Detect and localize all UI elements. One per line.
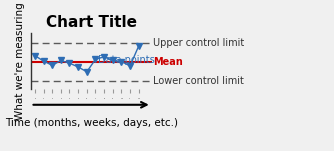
Text: Lower control limit: Lower control limit (153, 76, 244, 86)
X-axis label: Time (months, weeks, days, etc.): Time (months, weeks, days, etc.) (5, 118, 178, 129)
Y-axis label: What we're measuring: What we're measuring (15, 2, 25, 120)
Text: Mean: Mean (153, 57, 183, 67)
Text: Data points: Data points (98, 55, 155, 65)
Title: Chart Title: Chart Title (46, 15, 137, 30)
Text: Upper control limit: Upper control limit (153, 38, 244, 48)
